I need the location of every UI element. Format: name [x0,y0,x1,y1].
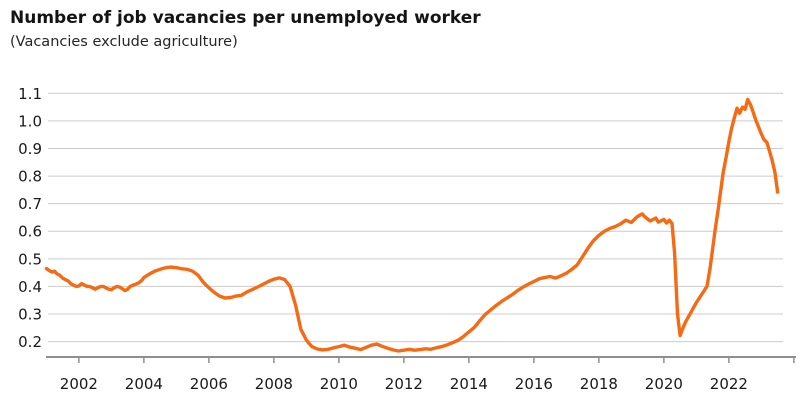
y-axis-label: 0.4 [18,278,42,296]
x-axis-label: 2020 [645,375,683,393]
y-axis-label: 1.1 [18,85,42,103]
data-line [44,97,780,353]
y-axis-label: 0.5 [18,250,42,268]
x-axis-label: 2004 [125,375,163,393]
x-axis-label: 2022 [710,375,748,393]
x-axis-label: 2012 [385,375,423,393]
x-axis-label: 2014 [450,375,488,393]
y-axis-label: 0.3 [18,306,42,324]
y-axis-label: 0.6 [18,223,42,241]
x-axis-label: 2006 [190,375,228,393]
x-axis-label: 2018 [580,375,618,393]
y-axis-label: 0.7 [18,195,42,213]
y-axis-label: 0.2 [18,333,42,351]
x-axis-label: 2008 [255,375,293,393]
y-axis-label: 0.8 [18,168,42,186]
y-axis-label: 1.0 [18,112,42,130]
y-axis-label: 0.9 [18,140,42,158]
x-axis-label: 2002 [60,375,98,393]
chart-subtitle: (Vacancies exclude agriculture) [10,34,238,50]
chart-title: Number of job vacancies per unemployed w… [10,8,481,28]
x-axis-label: 2010 [320,375,358,393]
x-axis-label: 2016 [515,375,553,393]
